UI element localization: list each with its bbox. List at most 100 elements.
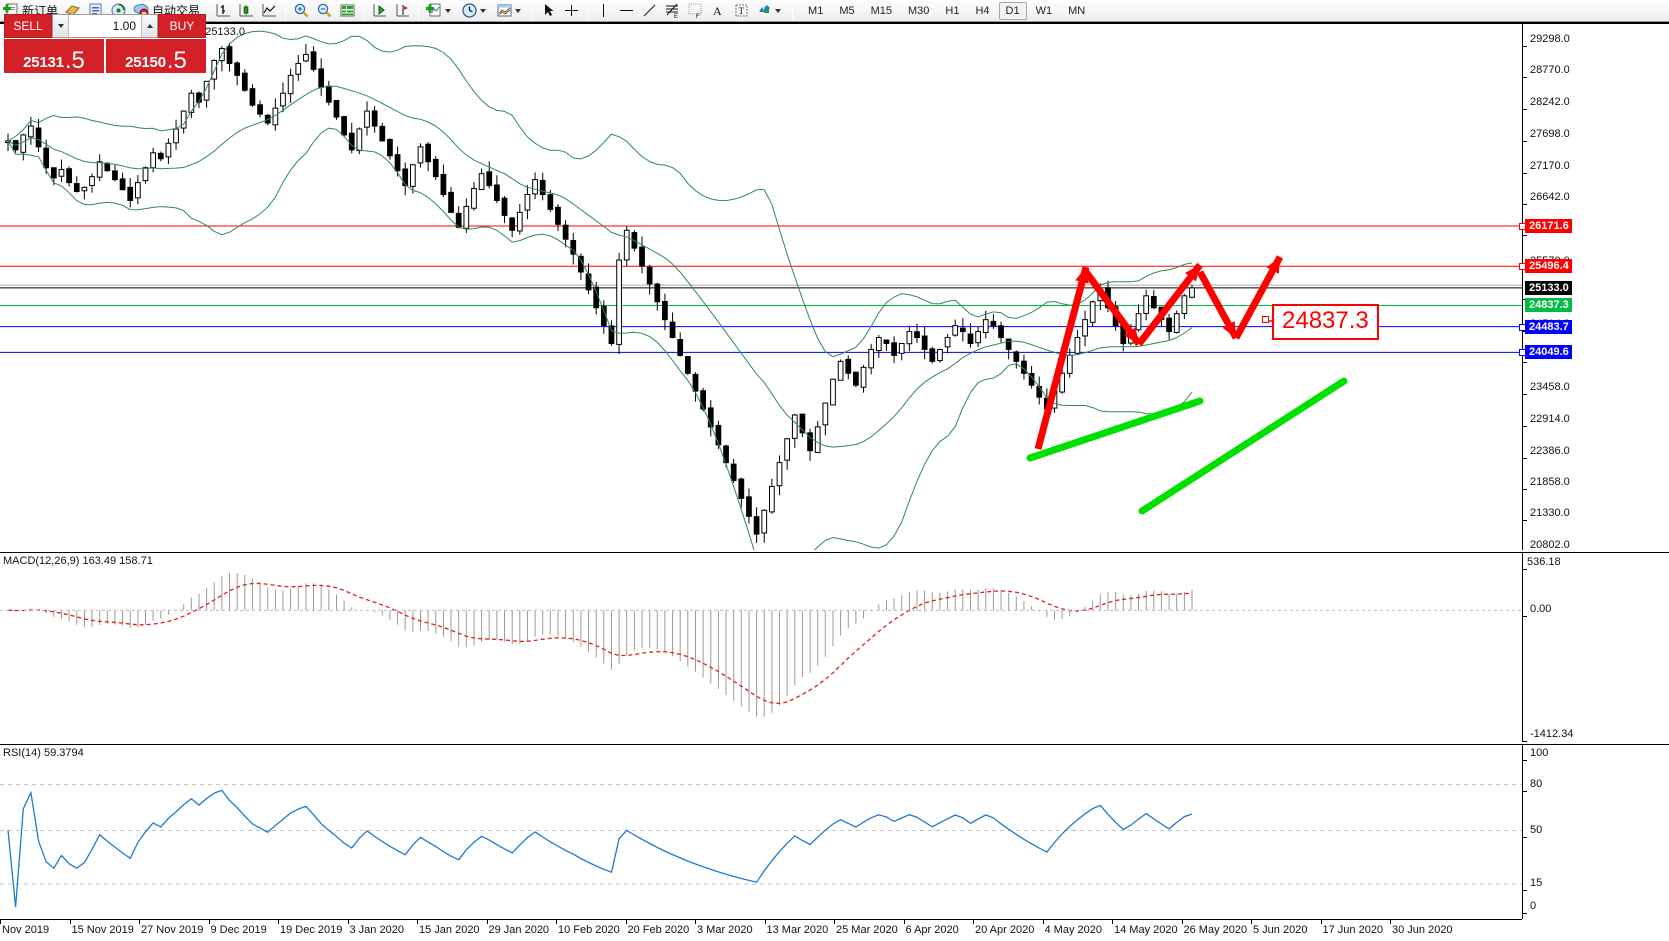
date-axis-label: 13 Mar 2020 (766, 924, 829, 936)
impulse-wave-3[interactable] (1136, 262, 1203, 347)
chevron-down-icon[interactable] (775, 8, 782, 13)
date-axis-tick (1251, 920, 1252, 924)
timeframe-w1[interactable]: W1 (1035, 4, 1053, 17)
main-toolbar: 新订单 (0, 0, 1669, 22)
level-marker[interactable] (1519, 349, 1526, 357)
chevron-down-icon[interactable] (480, 8, 487, 13)
sell-button[interactable]: SELL (4, 14, 52, 38)
price-plot[interactable] (0, 24, 1522, 550)
terminal-icon (339, 2, 356, 19)
macd-plot[interactable] (0, 553, 1522, 742)
volume-input[interactable]: 1.00 (112, 19, 136, 33)
date-axis-tick (278, 920, 279, 924)
date-axis-tick (347, 920, 349, 924)
level-label-resistance[interactable]: 26171.6 (1525, 219, 1572, 233)
date-axis-tick (208, 920, 210, 924)
vertical-line-icon (595, 2, 612, 19)
timeframe-m5[interactable]: M5 (839, 4, 855, 17)
date-axis-tick (973, 920, 974, 924)
date-axis-label: Nov 2019 (2, 924, 50, 936)
svg-text:A: A (713, 4, 722, 18)
buy-price-decimal: .5 (166, 46, 187, 74)
vertical-line-button[interactable] (592, 1, 615, 21)
cursor-button[interactable] (537, 1, 560, 21)
date-axis-tick (417, 920, 418, 924)
volume-input-group[interactable]: 1.00 (52, 14, 158, 38)
buy-button[interactable]: BUY (158, 14, 206, 38)
text-label-button[interactable]: T (730, 1, 753, 21)
templates-button[interactable] (493, 1, 528, 21)
timeframe-h1[interactable]: H1 (945, 4, 960, 17)
timeframe-m30[interactable]: M30 (908, 4, 930, 17)
zoom-in-button[interactable] (290, 1, 313, 21)
chart-shift-button[interactable] (391, 1, 414, 21)
horizontal-line-icon (618, 2, 635, 19)
impulse-wave-4-head (1222, 321, 1236, 338)
fibonacci-button[interactable]: E (661, 1, 684, 21)
channel-upper-line[interactable] (1026, 397, 1204, 462)
level-label-target[interactable]: 24837.3 (1525, 298, 1572, 313)
volume-decrease-button[interactable] (53, 15, 69, 37)
horizontal-line-button[interactable] (615, 1, 638, 21)
bar-chart-button[interactable] (212, 1, 235, 21)
rsi-plot[interactable] (0, 745, 1522, 919)
macd-axis: 536.18 0.00 -1412.34 (1522, 553, 1669, 742)
candlestick-chart-button[interactable] (235, 1, 258, 21)
date-axis-label: 4 May 2020 (1044, 924, 1102, 936)
svg-text:T: T (739, 6, 745, 16)
buy-price[interactable]: 25150 .5 (106, 39, 206, 73)
manual-annotations[interactable] (1026, 255, 1348, 515)
auto-scroll-button[interactable] (368, 1, 391, 21)
level-label-resistance[interactable]: 25496.4 (1525, 259, 1572, 274)
trendline-button[interactable] (638, 1, 661, 21)
level-marker[interactable] (1519, 323, 1526, 331)
level-label-support[interactable]: 24483.7 (1525, 319, 1572, 334)
bollinger-band-middle (7, 85, 1193, 448)
timeframe-d1[interactable]: D1 (998, 1, 1027, 20)
chevron-down-icon[interactable] (515, 8, 522, 13)
date-axis-label: 25 Mar 2020 (836, 924, 898, 936)
terminal-button[interactable] (336, 1, 359, 21)
channel-lower-line[interactable] (1138, 377, 1348, 515)
text-button[interactable]: A (707, 1, 730, 21)
level-marker[interactable] (1519, 223, 1526, 230)
timeframe-m1[interactable]: M1 (808, 4, 824, 17)
one-click-trading-panel[interactable]: SELL 1.00 BUY 25131 .5 25150 .5 (4, 14, 206, 86)
macd-pane[interactable]: MACD(12,26,9) 163.49 158.71 536.18 0.00 -1… (0, 552, 1669, 742)
price-axis-tick: 26642.0 (1523, 191, 1570, 210)
chart-window[interactable]: HK50-,Daily 24454.0 25147.0 24366.0 2513… (0, 22, 1669, 941)
timeframe-m15[interactable]: M15 (870, 4, 892, 17)
price-callout[interactable]: 24837.3 (1272, 304, 1379, 340)
date-axis-tick (1390, 920, 1391, 924)
rsi-pane[interactable]: RSI(14) 59.3794 100 80 50 15 0 (0, 744, 1669, 919)
zoom-out-button[interactable] (313, 1, 336, 21)
level-label-support[interactable]: 24049.6 (1525, 345, 1572, 360)
line-chart-button[interactable] (258, 1, 281, 21)
date-axis-label: 27 Nov 2019 (141, 924, 204, 936)
chevron-down-icon[interactable] (445, 8, 452, 13)
chevron-down-icon (57, 24, 64, 28)
date-axis-tick (69, 920, 71, 924)
period-button[interactable] (458, 1, 493, 21)
rsi-axis-tick: 0 (1523, 900, 1536, 919)
callout-anchor-marker (1262, 316, 1269, 323)
sell-price[interactable]: 25131 .5 (4, 39, 104, 73)
indicators-button[interactable] (423, 1, 458, 21)
level-marker[interactable] (1519, 263, 1526, 271)
price-axis-tick: 27698.0 (1523, 128, 1570, 147)
shapes-button[interactable] (753, 1, 788, 21)
timeframe-group: M1 M5 M15 M30 H1 H4 D1 W1 MN (797, 1, 1096, 21)
timeframe-mn[interactable]: MN (1068, 4, 1086, 17)
crosshair-button[interactable] (560, 1, 583, 21)
volume-increase-button[interactable] (141, 15, 157, 37)
date-axis-label: 9 Dec 2019 (210, 924, 267, 936)
date-axis[interactable]: Nov 2019 15 Nov 2019 27 Nov 2019 9 Dec 2019… (0, 919, 1522, 941)
level-label-last-price[interactable]: 25133.0 (1525, 280, 1572, 295)
rsi-axis: 100 80 50 15 0 (1522, 745, 1669, 919)
price-pane[interactable]: HK50-,Daily 24454.0 25147.0 24366.0 2513… (0, 22, 1669, 553)
price-axis[interactable]: 29298.0 28770.0 28242.0 27698.0 27170.0 26642… (1519, 24, 1669, 553)
bollinger-band-upper (7, 30, 1193, 358)
timeframe-h4[interactable]: H4 (975, 4, 990, 17)
impulse-wave-1[interactable] (1034, 266, 1090, 450)
equidistant-channel-button[interactable]: F (684, 1, 707, 21)
